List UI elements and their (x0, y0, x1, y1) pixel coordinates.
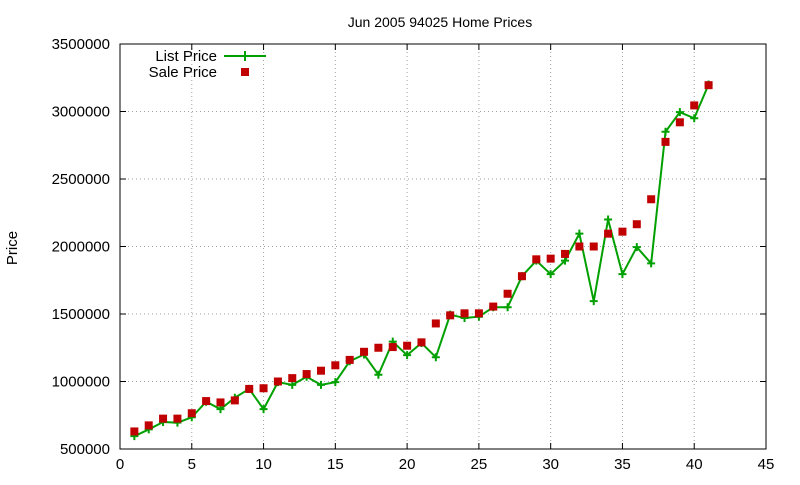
data-point-list-price (561, 256, 570, 265)
data-point-sale-price (216, 398, 225, 407)
legend: List Price Sale Price (149, 48, 266, 81)
data-point-sale-price (202, 397, 211, 406)
data-point-list-price (690, 114, 699, 123)
data-point-list-price (661, 127, 670, 136)
data-point-sale-price (474, 309, 483, 318)
data-point-sale-price (431, 319, 440, 328)
data-point-sale-price (618, 227, 627, 236)
data-point-list-price (288, 380, 297, 389)
series (130, 80, 713, 441)
x-tick-label: 5 (188, 456, 196, 473)
data-point-sale-price (273, 377, 282, 386)
data-point-sale-price (661, 137, 670, 146)
data-point-sale-price (245, 384, 254, 393)
data-point-sale-price (546, 254, 555, 263)
data-point-sale-price (690, 101, 699, 110)
data-point-sale-price (532, 255, 541, 264)
legend-label-list-price: List Price (155, 48, 217, 65)
data-point-sale-price (489, 302, 498, 311)
data-point-sale-price (517, 272, 526, 281)
y-axis-label: Price (4, 231, 21, 265)
data-point-sale-price (503, 289, 512, 298)
y-tick-label: 1500000 (52, 306, 110, 323)
data-point-sale-price (187, 409, 196, 418)
data-point-sale-price (589, 242, 598, 251)
data-point-sale-price (331, 361, 340, 370)
data-point-list-price (604, 215, 613, 224)
data-point-sale-price (345, 355, 354, 364)
data-point-list-price (632, 243, 641, 252)
data-point-sale-price (144, 421, 153, 430)
y-tick-label: 3000000 (52, 104, 110, 121)
data-point-sale-price (561, 249, 570, 258)
data-point-sale-price (446, 311, 455, 320)
x-tick-label: 0 (116, 456, 124, 473)
legend-square-sale-price (241, 68, 249, 76)
data-point-sale-price (403, 341, 412, 350)
legend-plus-list-price (240, 51, 250, 61)
data-point-list-price (503, 303, 512, 312)
data-point-list-price (316, 380, 325, 389)
data-point-sale-price (647, 195, 656, 204)
x-tick-label: 45 (758, 456, 775, 473)
x-tick-label: 25 (471, 456, 488, 473)
data-point-sale-price (704, 81, 713, 90)
data-point-sale-price (632, 220, 641, 229)
data-point-sale-price (604, 229, 613, 238)
data-point-list-price (216, 405, 225, 414)
data-point-sale-price (360, 347, 369, 356)
data-point-list-price (546, 270, 555, 279)
data-point-sale-price (460, 309, 469, 318)
data-point-list-price (618, 270, 627, 279)
data-point-list-price (374, 370, 383, 379)
x-tick-label: 20 (399, 456, 416, 473)
data-point-sale-price (417, 338, 426, 347)
data-point-sale-price (316, 366, 325, 375)
data-point-list-price (259, 405, 268, 414)
data-point-sale-price (388, 343, 397, 352)
data-point-sale-price (302, 370, 311, 379)
data-point-list-price (403, 351, 412, 360)
y-tick-label: 2000000 (52, 239, 110, 256)
data-point-sale-price (288, 374, 297, 383)
data-point-sale-price (173, 414, 182, 423)
data-point-sale-price (374, 343, 383, 352)
data-point-sale-price (259, 384, 268, 393)
data-point-sale-price (130, 427, 139, 436)
data-point-list-price (675, 108, 684, 117)
data-point-list-price (575, 229, 584, 238)
data-point-list-price (647, 259, 656, 268)
x-tick-label: 10 (255, 456, 272, 473)
data-point-list-price (431, 353, 440, 362)
y-tick-label: 500000 (60, 441, 110, 458)
data-point-sale-price (575, 242, 584, 251)
y-tick-label: 3500000 (52, 36, 110, 53)
legend-label-sale-price: Sale Price (149, 64, 217, 81)
y-tick-label: 1000000 (52, 374, 110, 391)
chart-title: Jun 2005 94025 Home Prices (348, 14, 532, 30)
data-point-sale-price (159, 414, 168, 423)
x-tick-label: 15 (327, 456, 344, 473)
data-point-list-price (589, 297, 598, 306)
data-point-list-price (331, 378, 340, 387)
x-tick-label: 40 (686, 456, 703, 473)
data-point-sale-price (675, 118, 684, 127)
x-tick-label: 30 (542, 456, 559, 473)
x-tick-label: 35 (614, 456, 631, 473)
y-tick-label: 2500000 (52, 171, 110, 188)
axis-ticks: 0 5 10 15 20 25 30 35 40 45 500000 1000000 1500000 20… (52, 36, 775, 473)
data-point-sale-price (230, 396, 239, 405)
